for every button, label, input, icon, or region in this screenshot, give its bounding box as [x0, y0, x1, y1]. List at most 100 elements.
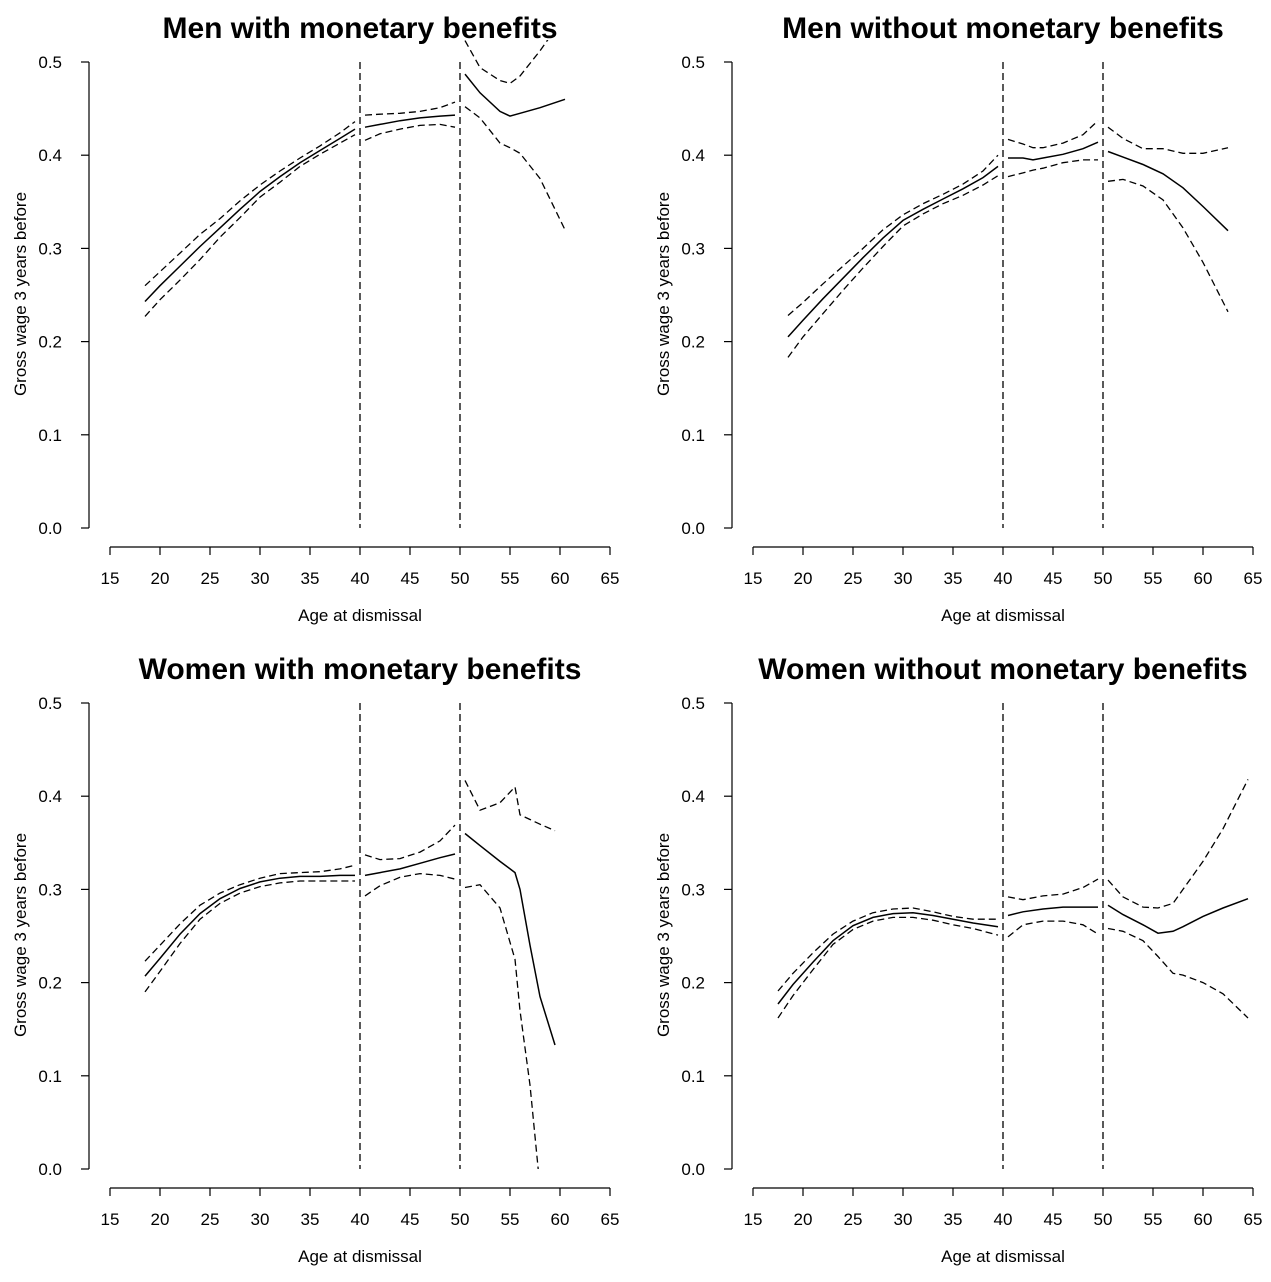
x-tick-label: 50: [451, 1210, 470, 1229]
x-tick-label: 65: [601, 569, 620, 588]
lower-ci-line: [1107, 927, 1249, 1019]
upper-ci-line: [787, 154, 999, 316]
y-tick-label: 0.5: [38, 53, 62, 72]
chart-svg: Men without monetary benefits Age at dis…: [654, 12, 1262, 625]
x-tick-label: 55: [1144, 569, 1163, 588]
x-tick-label: 50: [1094, 1210, 1113, 1229]
chart-panel: Men with monetary benefits Age at dismis…: [0, 0, 636, 641]
y-tick-label: 0.3: [681, 880, 705, 899]
upper-ci-line: [144, 121, 356, 287]
x-tick-label: 15: [101, 1210, 120, 1229]
data-lines: [787, 120, 1229, 358]
y-tick-label: 0.0: [681, 519, 705, 538]
estimate-line: [464, 832, 556, 1046]
y-tick-label: 0.5: [681, 694, 705, 713]
plot-layer: 0.0 0.1 0.2 0.3 0.4 0.5 15 20 25 30 35 40 45 50 55 60 65: [681, 53, 1262, 588]
y-tick-label: 0.1: [681, 1067, 705, 1086]
x-tick-label: 15: [744, 569, 763, 588]
upper-ci-line: [1107, 779, 1249, 909]
y-tick-label: 0.0: [681, 1160, 705, 1179]
estimate-line: [777, 911, 999, 1005]
x-tick-label: 65: [1244, 569, 1263, 588]
lower-ci-line: [1007, 159, 1098, 178]
x-tick-label: 45: [1044, 569, 1063, 588]
x-tick-label: 60: [551, 569, 570, 588]
y-axis-label: Gross wage 3 years before: [11, 192, 30, 396]
estimate-line: [787, 165, 999, 338]
y-tick-label: 0.1: [38, 426, 62, 445]
y-tick-label: 0.2: [681, 974, 705, 993]
chart-svg: Women with monetary benefits Age at dism…: [11, 653, 619, 1266]
x-tick-label: 25: [844, 569, 863, 588]
lower-ci-line: [364, 123, 456, 141]
y-tick-label: 0.0: [38, 1160, 62, 1179]
estimate-line: [144, 128, 356, 303]
chart-svg: Women without monetary benefits Age at d…: [654, 653, 1262, 1266]
lower-ci-line: [144, 880, 355, 993]
x-axis-label: Age at dismissal: [941, 606, 1065, 625]
estimate-line: [364, 114, 456, 128]
upper-ci-line: [777, 907, 998, 992]
x-tick-label: 65: [1244, 1210, 1263, 1229]
x-tick-label: 15: [101, 569, 120, 588]
estimate-line: [464, 73, 566, 117]
lower-ci-line: [464, 106, 566, 231]
x-tick-label: 55: [501, 569, 520, 588]
y-tick-label: 0.5: [681, 53, 705, 72]
x-tick-label: 60: [1194, 569, 1213, 588]
y-tick-label: 0.2: [681, 333, 705, 352]
estimate-line: [144, 874, 355, 977]
y-tick-label: 0.1: [38, 1067, 62, 1086]
lower-ci-line: [144, 134, 356, 317]
x-tick-label: 40: [994, 569, 1013, 588]
lower-ci-line: [464, 883, 539, 1169]
y-tick-label: 0.4: [38, 787, 62, 806]
plot-layer: 0.0 0.1 0.2 0.3 0.4 0.5 15 20 25 30 35 40 45 50 55 60 65: [38, 40, 620, 588]
chart-panel: Men without monetary benefits Age at dis…: [643, 0, 1271, 641]
lower-ci-line: [787, 175, 999, 358]
estimate-line: [1107, 150, 1229, 232]
upper-ci-line: [364, 824, 456, 861]
y-tick-label: 0.1: [681, 426, 705, 445]
data-lines: [144, 40, 566, 317]
estimate-line: [1008, 141, 1099, 161]
lower-ci-line: [1007, 920, 1099, 938]
upper-ci-line: [144, 864, 356, 962]
upper-ci-line: [1107, 126, 1229, 154]
y-tick-label: 0.2: [38, 974, 62, 993]
y-tick-label: 0.0: [38, 519, 62, 538]
x-tick-label: 30: [251, 1210, 270, 1229]
y-tick-label: 0.5: [38, 694, 62, 713]
chart-panel: Women without monetary benefits Age at d…: [643, 641, 1271, 1282]
plot-layer: 0.0 0.1 0.2 0.3 0.4 0.5 15 20 25 30 35 40 45 50 55 60 65: [681, 694, 1262, 1229]
y-tick-label: 0.4: [681, 787, 705, 806]
x-tick-label: 50: [451, 569, 470, 588]
x-tick-label: 20: [151, 569, 170, 588]
upper-ci-line: [464, 780, 556, 832]
x-tick-label: 20: [151, 1210, 170, 1229]
y-tick-label: 0.3: [38, 880, 62, 899]
x-tick-label: 25: [201, 569, 220, 588]
x-tick-label: 40: [351, 1210, 370, 1229]
estimate-line: [1007, 906, 1098, 917]
x-tick-label: 35: [944, 569, 963, 588]
y-tick-label: 0.3: [38, 239, 62, 258]
x-tick-label: 40: [351, 569, 370, 588]
x-tick-label: 25: [201, 1210, 220, 1229]
x-tick-label: 30: [251, 569, 270, 588]
x-tick-label: 25: [844, 1210, 863, 1229]
chart-title: Men without monetary benefits: [782, 12, 1224, 45]
x-axis-label: Age at dismissal: [941, 1247, 1065, 1266]
x-tick-label: 30: [894, 1210, 913, 1229]
x-tick-label: 20: [794, 569, 813, 588]
upper-ci-line: [364, 101, 456, 116]
y-tick-label: 0.4: [38, 146, 62, 165]
lower-ci-line: [777, 916, 999, 1019]
x-axis-label: Age at dismissal: [298, 1247, 422, 1266]
x-tick-label: 45: [1044, 1210, 1063, 1229]
y-tick-label: 0.4: [681, 146, 705, 165]
y-tick-label: 0.2: [38, 333, 62, 352]
x-tick-label: 60: [1194, 1210, 1213, 1229]
lower-ci-line: [364, 872, 456, 897]
x-tick-label: 20: [794, 1210, 813, 1229]
